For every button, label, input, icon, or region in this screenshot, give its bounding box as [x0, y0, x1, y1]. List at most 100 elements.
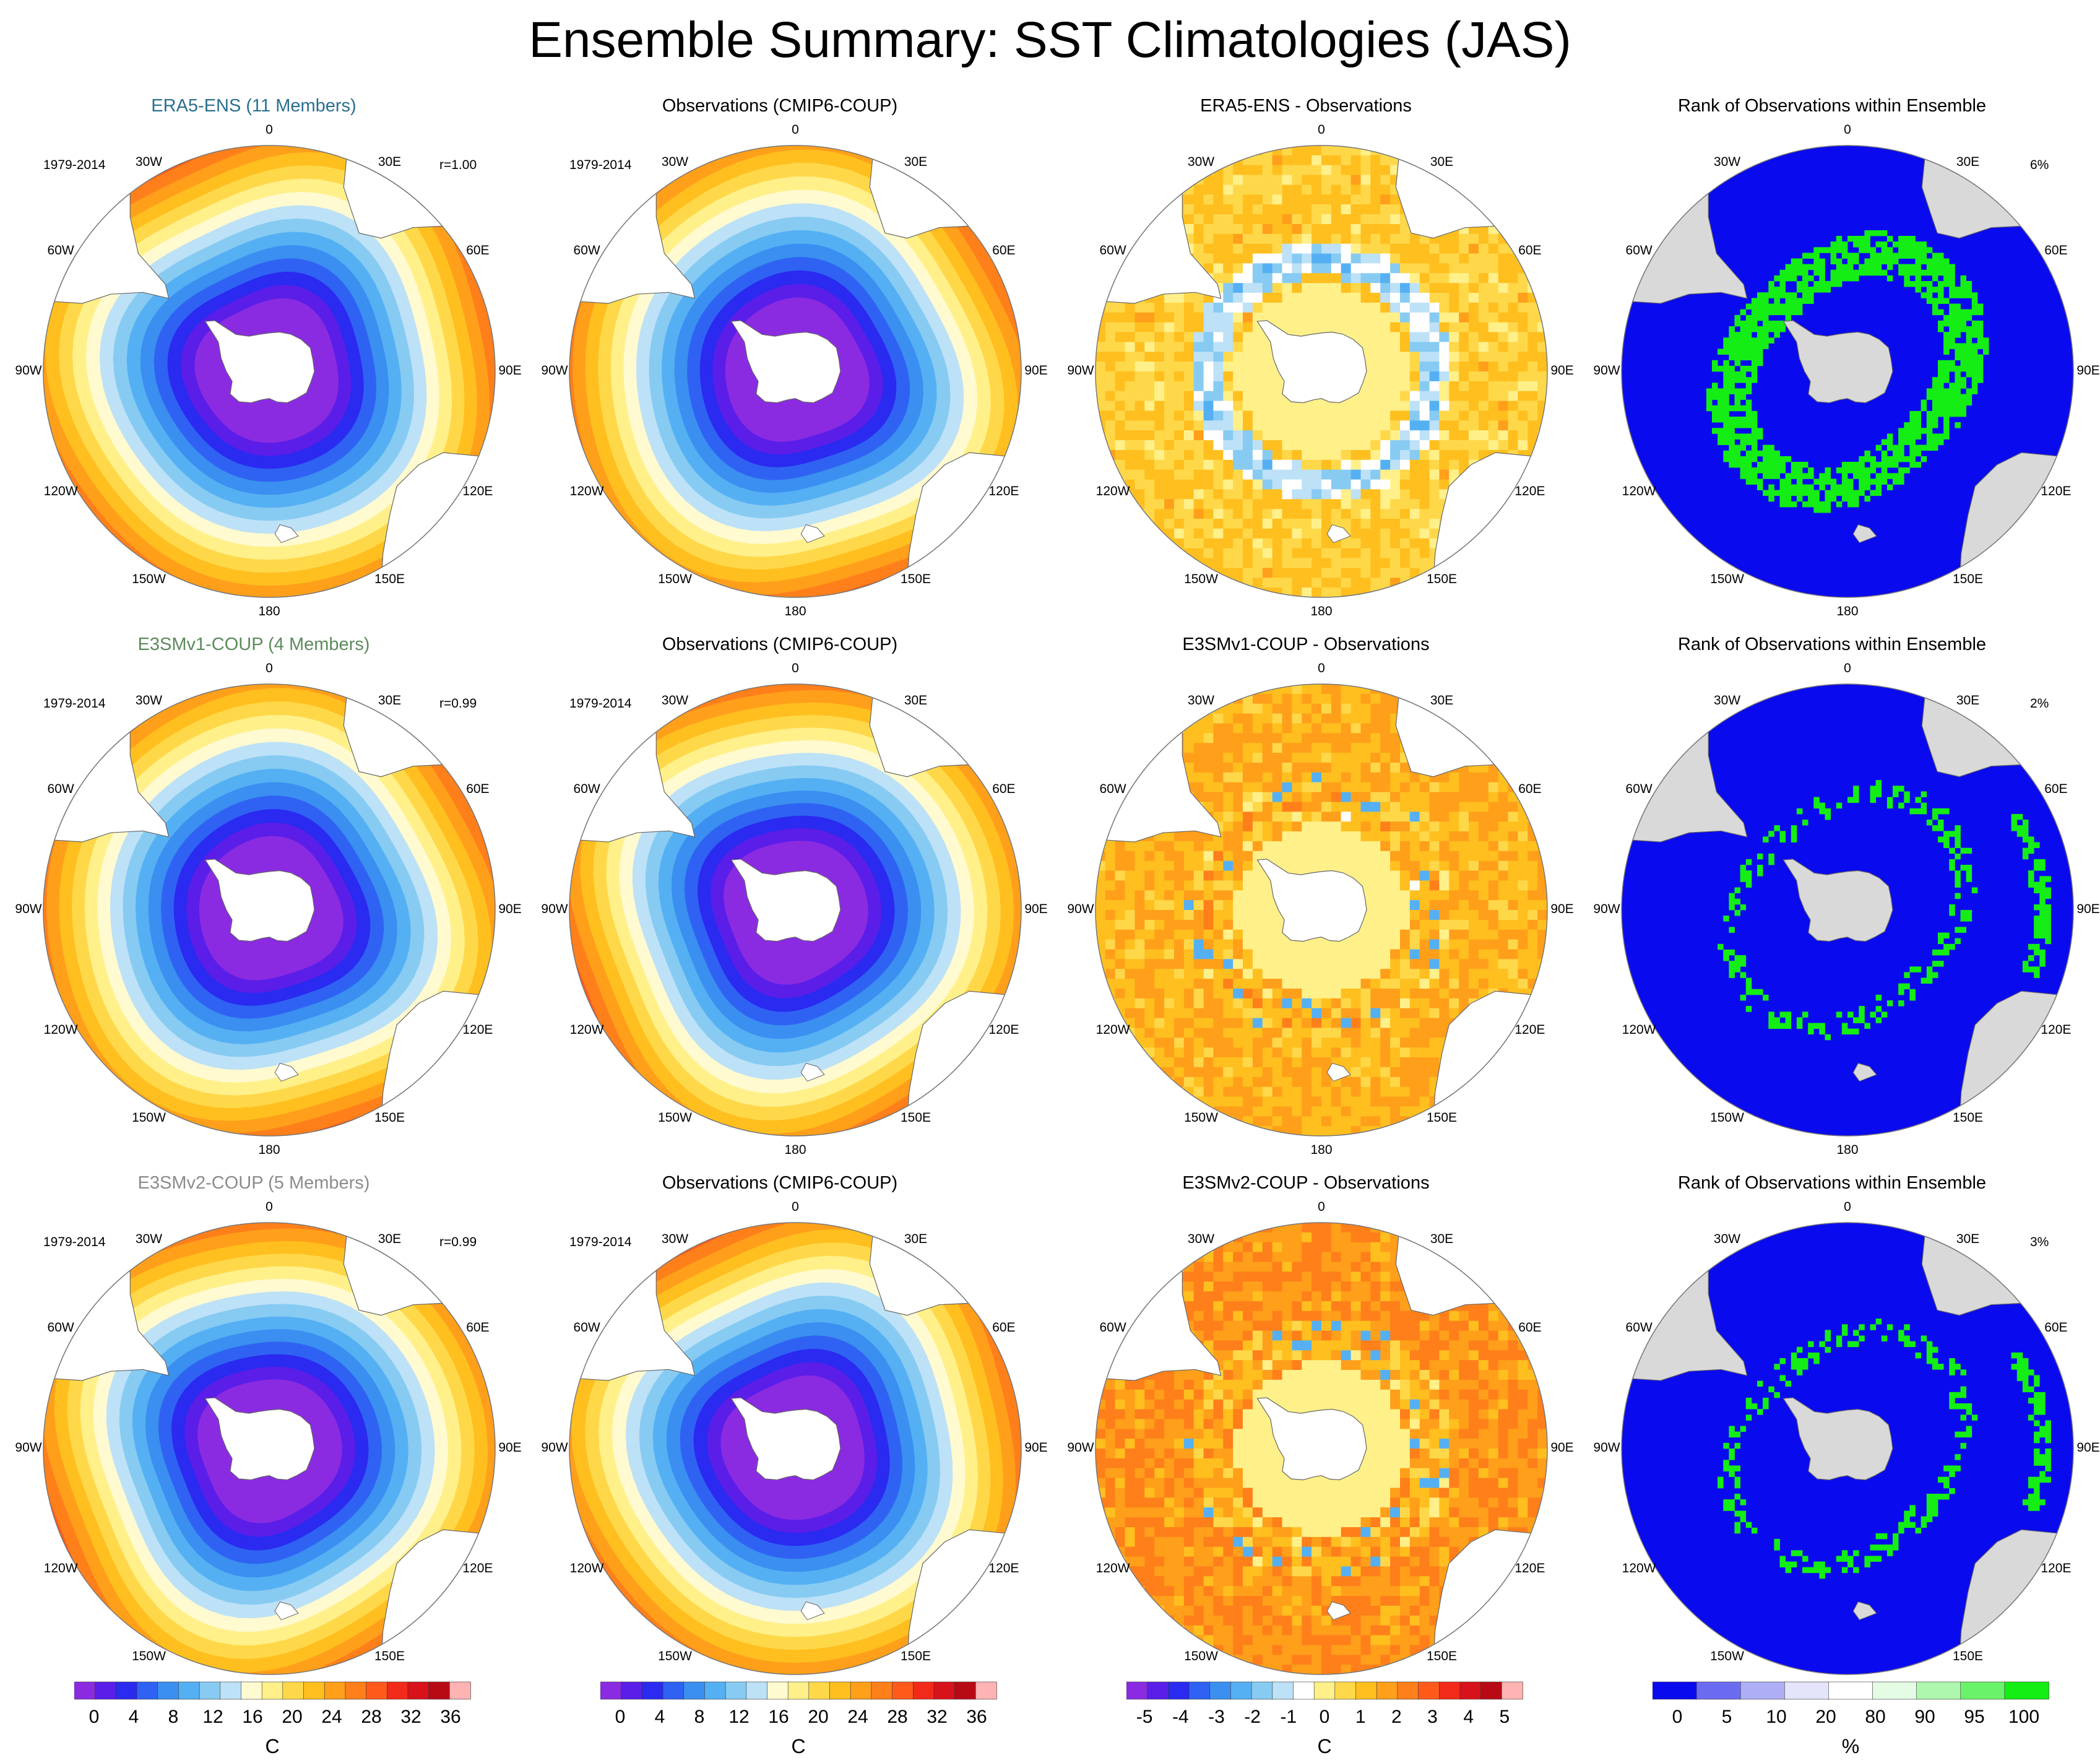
diff-cell — [1419, 479, 1430, 490]
diff-cell — [1272, 979, 1283, 989]
diff-cell — [1518, 959, 1528, 969]
diff-cell — [1370, 743, 1381, 753]
diff-cell — [1488, 880, 1499, 891]
diff-cell — [1469, 420, 1479, 431]
diff-cell — [1370, 214, 1381, 225]
diff-cell — [1429, 459, 1440, 470]
diff-cell — [1459, 263, 1469, 274]
diff-cell — [1311, 1076, 1322, 1088]
diff-cell — [1449, 812, 1459, 822]
diff-cell — [1095, 1389, 1106, 1400]
diff-cell — [1341, 703, 1352, 714]
diff-cell — [1350, 410, 1362, 421]
rank-cell — [1864, 495, 1870, 502]
diff-cell — [1439, 381, 1450, 392]
diff-cell — [1370, 175, 1381, 186]
diff-cell — [1331, 998, 1342, 1009]
diff-cell — [1233, 283, 1243, 293]
diff-cell — [1400, 253, 1411, 264]
diff-cell — [1311, 1018, 1322, 1029]
diff-cell — [1360, 214, 1371, 225]
rank-cell — [1745, 1006, 1752, 1012]
diff-cell — [1252, 949, 1263, 959]
diff-cell — [1380, 772, 1391, 783]
diff-cell — [1262, 371, 1273, 382]
diff-cell — [1213, 253, 1224, 264]
diff-cell — [1154, 910, 1165, 920]
diff-cell — [1095, 939, 1106, 950]
rank-cell — [1955, 349, 1961, 355]
rank-cell — [1729, 898, 1735, 905]
diff-cell — [1370, 1018, 1381, 1029]
diff-cell — [1429, 1037, 1440, 1048]
diff-cell — [1380, 243, 1391, 254]
diff-cell — [1321, 1018, 1332, 1029]
diff-cell — [1478, 322, 1489, 333]
diff-cell — [1478, 949, 1489, 959]
diff-cell — [1341, 401, 1352, 412]
rank-cell — [1886, 1000, 1893, 1007]
diff-cell — [1409, 528, 1420, 539]
diff-cell — [1233, 312, 1243, 323]
diff-cell — [1488, 322, 1499, 333]
lon-label-90w: 90W — [15, 363, 42, 378]
diff-cell — [1154, 1047, 1165, 1058]
diff-cell — [1390, 401, 1401, 412]
lon-label-60e: 60E — [992, 781, 1016, 796]
diff-cell — [1174, 1037, 1185, 1048]
diff-cell — [1350, 489, 1362, 500]
diff-cell — [1252, 263, 1263, 274]
rank-cell — [1926, 410, 1933, 417]
rank-cell — [1757, 332, 1763, 338]
diff-cell — [1390, 243, 1401, 254]
diff-cell — [1154, 1057, 1165, 1068]
diff-cell — [1370, 1086, 1381, 1098]
rank-cell — [1938, 399, 1944, 406]
diff-cell — [1390, 900, 1401, 911]
lon-label-180: 180 — [784, 1143, 806, 1157]
lon-label-150e: 150E — [1426, 571, 1458, 586]
rank-cell — [1949, 910, 1955, 916]
rank-cell — [2022, 966, 2029, 972]
diff-cell — [1350, 578, 1362, 588]
rank-cell — [1971, 887, 1978, 893]
diff-cell — [1311, 989, 1322, 999]
diff-cell — [1233, 499, 1243, 509]
rank-cell — [1751, 467, 1758, 474]
diff-cell — [1508, 322, 1518, 333]
rank-cell — [1864, 236, 1870, 242]
diff-cell — [1429, 998, 1440, 1009]
rank-cell — [1751, 303, 1758, 310]
diff-cell — [1193, 880, 1204, 891]
diff-cell — [1488, 253, 1499, 264]
rank-cell — [1768, 309, 1774, 316]
diff-cell — [1233, 204, 1243, 215]
diff-cell — [1252, 293, 1263, 303]
diff-cell — [1331, 1037, 1342, 1048]
diff-cell — [1341, 753, 1352, 763]
diff-cell — [1302, 538, 1312, 549]
rank-cell — [1904, 253, 1910, 259]
diff-cell — [1400, 802, 1411, 812]
diff-cell — [1498, 782, 1509, 793]
diff-cell — [1243, 998, 1253, 1009]
diff-cell — [1164, 499, 1175, 509]
diff-cell — [1409, 499, 1420, 509]
diff-cell — [1331, 1018, 1342, 1029]
rank-cell — [1949, 388, 1955, 394]
period-label: 1979-2014 — [43, 1235, 106, 1249]
diff-cell — [1419, 1086, 1430, 1098]
rank-cell — [1808, 484, 1814, 490]
diff-cell — [1154, 450, 1165, 461]
diff-cell — [1331, 792, 1342, 803]
diff-cell — [1321, 558, 1332, 568]
diff-cell — [1419, 293, 1430, 303]
rank-cell — [1955, 371, 1961, 378]
rank-cell — [1723, 349, 1729, 355]
rank-cell — [1729, 405, 1735, 412]
rank-cell — [1938, 377, 1944, 383]
diff-cell — [1223, 381, 1234, 392]
rank-cell — [1785, 275, 1792, 282]
rank-cell — [1763, 467, 1769, 474]
diff-cell — [1292, 489, 1302, 500]
